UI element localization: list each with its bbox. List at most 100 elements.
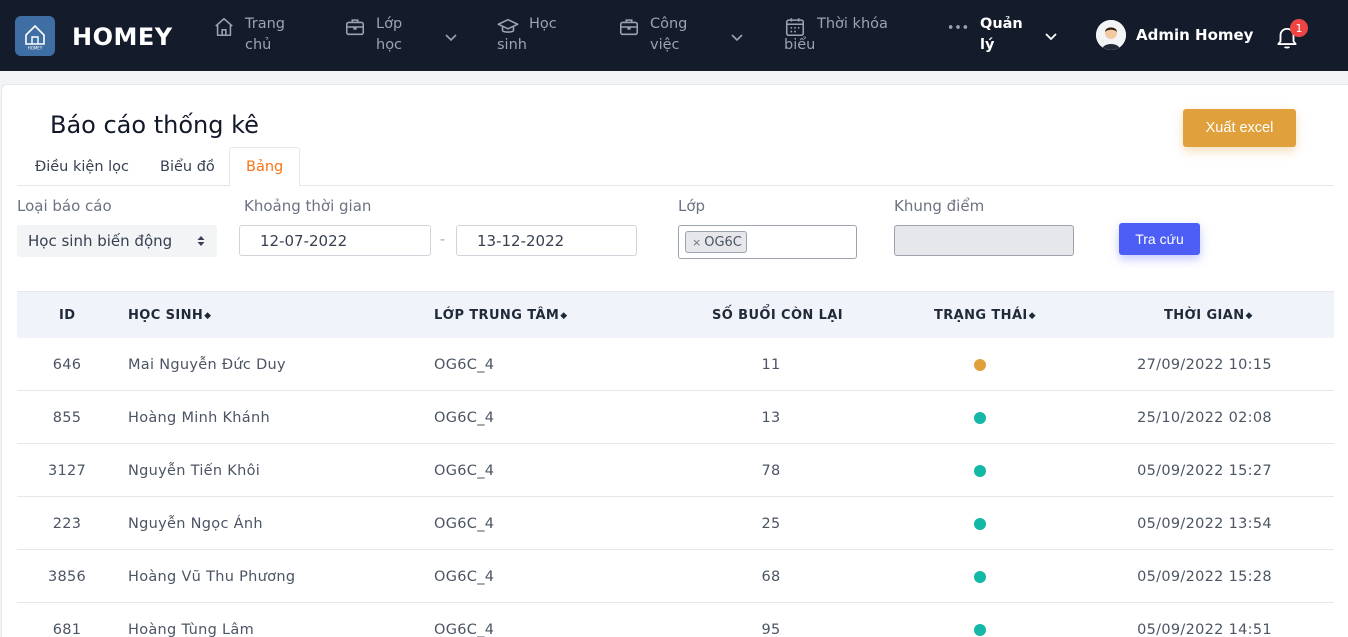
nav-label-home: Trang chủ: [245, 16, 285, 53]
cell-status: [974, 444, 986, 497]
cell-center-class: OG6C_4: [434, 356, 495, 373]
table-row[interactable]: 3856 Hoàng Vũ Thu Phương OG6C_4 68 05/09/202…: [17, 550, 1334, 603]
table-row[interactable]: 646 Mai Nguyễn Đức Duy OG6C_4 11 27/09/2022 …: [17, 338, 1334, 391]
table-header: ID HỌC SINH ◆ LỚP TRUNG TÂM ◆ SỐ BUỔI CÒN …: [17, 291, 1334, 338]
column-header-time[interactable]: THỜI GIAN ◆: [1164, 292, 1253, 339]
cell-remaining: 25: [761, 515, 781, 532]
nav-item-timetable[interactable]: Thời khóa biểu: [784, 14, 888, 58]
table-row[interactable]: 223 Nguyễn Ngọc Ánh OG6C_4 25 05/09/2022 13:…: [17, 497, 1334, 550]
cell-time: 05/09/2022 13:54: [1137, 515, 1272, 532]
date-to-input[interactable]: 13-12-2022: [456, 225, 637, 256]
report-type-select[interactable]: Học sinh biến động: [17, 225, 217, 257]
notification-badge: 1: [1290, 19, 1308, 37]
tab-table[interactable]: Bảng: [229, 147, 301, 187]
chevron-down-icon: [445, 34, 457, 42]
sort-icon: ◆: [560, 310, 568, 321]
tab-filter-conditions[interactable]: Điều kiện lọc: [35, 158, 130, 175]
cell-time: 05/09/2022 15:28: [1137, 568, 1272, 585]
status-dot-icon: [974, 358, 986, 371]
score-range-input[interactable]: [894, 225, 1074, 256]
tabs: Điều kiện lọc Biểu đồ Bảng: [17, 147, 1334, 187]
nav-item-classes[interactable]: Lớp học: [344, 14, 457, 58]
cell-status: [974, 391, 986, 444]
tab-charts[interactable]: Biểu đồ: [160, 158, 215, 175]
cell-center-class: OG6C_4: [434, 409, 495, 426]
more-dots-icon: [948, 25, 968, 29]
chevron-down-icon: [731, 34, 743, 42]
avatar: [1096, 20, 1126, 50]
cell-id: 646: [52, 356, 82, 373]
calendar-icon: [785, 18, 805, 37]
cell-id: 223: [52, 515, 82, 532]
nav-item-students[interactable]: Học sinh: [497, 14, 557, 58]
cell-id: 855: [52, 409, 82, 426]
status-dot-icon: [974, 464, 986, 477]
column-header-center-class[interactable]: LỚP TRUNG TÂM ◆: [434, 292, 568, 339]
sort-icon: ◆: [1245, 310, 1253, 321]
status-dot-icon: [974, 411, 986, 424]
column-header-label: SỐ BUỔI CÒN LẠI: [712, 308, 843, 323]
cell-remaining: 13: [761, 409, 781, 426]
cell-remaining: 95: [761, 621, 781, 637]
cell-center-class: OG6C_4: [434, 515, 495, 532]
date-separator: -: [440, 232, 446, 248]
cell-time: 27/09/2022 10:15: [1137, 356, 1272, 373]
column-header-label: THỜI GIAN: [1164, 308, 1245, 323]
nav-item-home[interactable]: Trang chủ: [213, 14, 285, 58]
table-row[interactable]: 855 Hoàng Minh Khánh OG6C_4 13 25/10/2022 02…: [17, 391, 1334, 444]
chip-remove-icon[interactable]: ×: [692, 235, 702, 249]
cell-student: Nguyễn Tiến Khôi: [128, 462, 261, 479]
cell-remaining: 11: [761, 356, 781, 373]
brand-name[interactable]: HOMEY: [72, 23, 173, 51]
column-header-label: TRẠNG THÁI: [934, 308, 1028, 323]
nav-label-management: Quản lý: [980, 16, 1023, 53]
column-header-remaining: SỐ BUỔI CÒN LẠI: [712, 292, 843, 339]
cell-student: Hoàng Minh Khánh: [128, 409, 270, 426]
table-row[interactable]: 681 Hoàng Tùng Lâm OG6C_4 95 05/09/2022 14:5…: [17, 603, 1334, 637]
score-range-label: Khung điểm: [894, 197, 985, 215]
logo-text: HOMEY: [28, 46, 43, 51]
cell-student: Hoàng Vũ Thu Phương: [128, 568, 296, 585]
column-header-label: HỌC SINH: [128, 308, 204, 323]
sort-icon: ◆: [204, 310, 212, 321]
logo-house-icon: HOMEY: [25, 24, 45, 51]
report-type-label: Loại báo cáo: [17, 197, 112, 215]
user-menu[interactable]: Admin Homey: [1096, 20, 1253, 50]
user-avatar-icon: [1096, 20, 1126, 50]
cell-status: [974, 603, 986, 637]
cell-id: 681: [52, 621, 82, 637]
class-multiselect[interactable]: × OG6C: [678, 225, 857, 259]
status-dot-icon: [974, 517, 986, 530]
column-header-label: ID: [59, 308, 76, 323]
logo[interactable]: HOMEY: [15, 16, 55, 56]
cell-status: [974, 338, 986, 391]
nav-item-tasks[interactable]: Công việc: [618, 14, 743, 58]
date-from-input[interactable]: 12-07-2022: [239, 225, 431, 256]
table-row[interactable]: 3127 Nguyễn Tiến Khôi OG6C_4 78 05/09/2022 1…: [17, 444, 1334, 497]
cell-time: 25/10/2022 02:08: [1137, 409, 1272, 426]
cell-status: [974, 550, 986, 603]
cell-center-class: OG6C_4: [434, 568, 495, 585]
table-body: 646 Mai Nguyễn Đức Duy OG6C_4 11 27/09/2022 …: [17, 338, 1334, 637]
status-dot-icon: [974, 623, 986, 636]
page-title: Báo cáo thống kê: [50, 111, 259, 139]
search-button[interactable]: Tra cứu: [1119, 223, 1200, 255]
column-header-student[interactable]: HỌC SINH ◆: [128, 292, 212, 339]
class-label: Lớp: [678, 197, 706, 215]
export-excel-button[interactable]: Xuất excel: [1183, 109, 1296, 147]
nav-label-classes: Lớp học: [376, 16, 403, 53]
cell-student: Mai Nguyễn Đức Duy: [128, 356, 286, 373]
status-dot-icon: [974, 570, 986, 583]
nav-label-tasks: Công việc: [650, 16, 688, 53]
column-header-status[interactable]: TRẠNG THÁI ◆: [934, 292, 1036, 339]
graduation-cap-icon: [497, 18, 519, 33]
cell-student: Nguyễn Ngọc Ánh: [128, 515, 263, 532]
cell-remaining: 68: [761, 568, 781, 585]
cell-status: [974, 497, 986, 550]
class-chip: × OG6C: [685, 231, 747, 253]
cell-center-class: OG6C_4: [434, 621, 495, 637]
cell-student: Hoàng Tùng Lâm: [128, 621, 255, 637]
nav-item-management[interactable]: Quản lý: [946, 14, 1057, 58]
cell-id: 3856: [47, 568, 87, 585]
report-type-value: Học sinh biến động: [28, 232, 173, 250]
